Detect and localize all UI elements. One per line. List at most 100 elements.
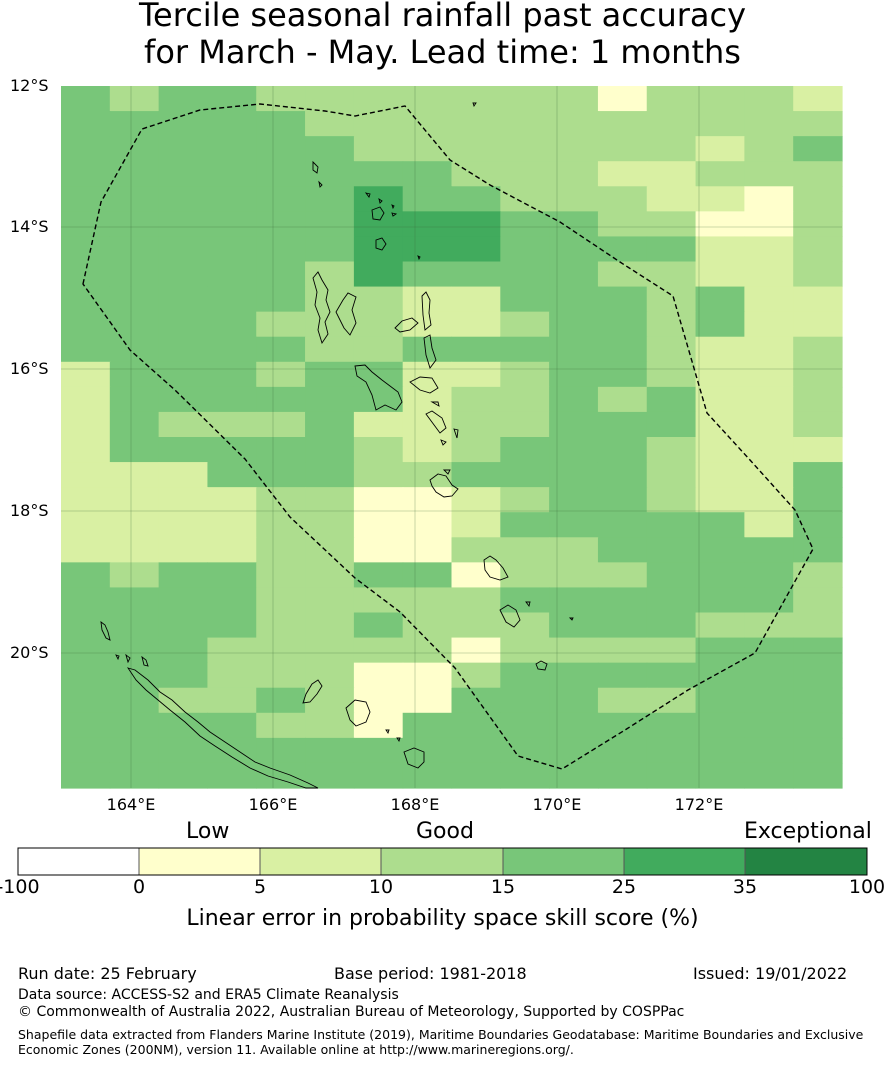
grid-cell bbox=[451, 612, 501, 639]
grid-cell bbox=[256, 762, 306, 789]
grid-cell bbox=[158, 462, 209, 488]
grid-cell bbox=[61, 136, 111, 162]
grid-cell bbox=[549, 111, 599, 137]
island bbox=[375, 237, 387, 251]
island bbox=[345, 699, 371, 727]
grid-cell bbox=[549, 762, 599, 789]
grid-cell bbox=[744, 136, 794, 162]
grid-cell bbox=[256, 437, 306, 463]
new-caledonia-outline bbox=[100, 621, 425, 789]
grid-cell bbox=[402, 762, 453, 789]
grid-cell bbox=[305, 161, 355, 187]
grid-cell bbox=[61, 562, 111, 589]
grid-cell bbox=[158, 562, 209, 589]
grid-cell bbox=[549, 562, 599, 589]
grid-cell bbox=[549, 612, 599, 639]
grid-cell bbox=[549, 662, 599, 689]
grid-cell bbox=[61, 637, 111, 664]
grid-cell bbox=[597, 712, 648, 739]
grid-cell bbox=[353, 487, 404, 513]
grid-cell bbox=[305, 737, 355, 764]
grid-cell bbox=[695, 236, 745, 263]
island bbox=[403, 747, 425, 769]
grid-cell bbox=[353, 286, 404, 313]
grid-cell bbox=[646, 637, 697, 664]
grid-cell bbox=[61, 687, 111, 714]
grid-cell bbox=[109, 437, 160, 463]
grid-cell bbox=[256, 537, 306, 563]
grid-cell bbox=[500, 111, 550, 137]
grid-cell bbox=[646, 361, 697, 388]
colorbar-tick: 15 bbox=[490, 876, 516, 898]
grid-cell bbox=[646, 612, 697, 639]
grid-cell bbox=[109, 261, 160, 288]
lat-label-20s: 20°S bbox=[10, 643, 49, 662]
grid-cell bbox=[597, 361, 648, 388]
grid-cell bbox=[695, 687, 745, 714]
grid-cell bbox=[744, 386, 794, 413]
island bbox=[385, 729, 390, 735]
grid-cell bbox=[793, 662, 843, 689]
run-date: Run date: 25 February bbox=[18, 964, 197, 983]
grid-cell bbox=[500, 211, 550, 238]
grid-cell bbox=[402, 637, 453, 664]
grid-cell bbox=[305, 537, 355, 563]
grid-cell bbox=[353, 687, 404, 714]
grid-cell bbox=[158, 737, 209, 764]
colorbar-segment bbox=[503, 848, 624, 875]
grid-cell bbox=[793, 512, 843, 538]
grid-cell bbox=[597, 261, 648, 288]
grid-cell bbox=[646, 662, 697, 689]
grid-cell bbox=[207, 562, 257, 589]
grid-cell bbox=[305, 762, 355, 789]
island bbox=[430, 401, 440, 407]
grid-cell bbox=[500, 537, 550, 563]
grid-cell bbox=[500, 361, 550, 388]
grid-cell bbox=[61, 111, 111, 137]
grid-cell bbox=[793, 411, 843, 438]
shapefile-credit-line-2: Economic Zones (200NM), version 11. Avai… bbox=[18, 1042, 574, 1057]
grid-cell bbox=[744, 361, 794, 388]
grid-cell bbox=[500, 336, 550, 363]
grid-cell bbox=[207, 662, 257, 689]
grid-cell bbox=[451, 211, 501, 238]
lat-label-14s: 14°S bbox=[10, 217, 49, 236]
grid-cell bbox=[305, 186, 355, 212]
grid-cell bbox=[61, 537, 111, 563]
grid-cell bbox=[305, 286, 355, 313]
colorbar-tick: 100 bbox=[848, 876, 885, 898]
island bbox=[483, 555, 509, 581]
grid-cell bbox=[451, 737, 501, 764]
grid-cell bbox=[402, 562, 453, 589]
grid-cell bbox=[695, 411, 745, 438]
grid-cell bbox=[695, 512, 745, 538]
grid-cell bbox=[109, 111, 160, 137]
grid-cell bbox=[646, 587, 697, 614]
grid-cell bbox=[256, 487, 306, 513]
grid-cell bbox=[500, 487, 550, 513]
grid-cell bbox=[451, 762, 501, 789]
grid-cell bbox=[451, 186, 501, 212]
grid-cell bbox=[207, 186, 257, 212]
grid-cell bbox=[256, 386, 306, 413]
grid-cell bbox=[695, 437, 745, 463]
grid-cell bbox=[207, 286, 257, 313]
grid-cell bbox=[646, 687, 697, 714]
island bbox=[391, 212, 398, 217]
grid-cell bbox=[597, 286, 648, 313]
grid-cell bbox=[451, 136, 501, 162]
grid-cell bbox=[207, 236, 257, 263]
island-outlines bbox=[312, 102, 574, 671]
grid-cell bbox=[305, 111, 355, 137]
island bbox=[312, 160, 319, 174]
grid-cell bbox=[256, 612, 306, 639]
grid-cell bbox=[646, 186, 697, 212]
grid-cell bbox=[109, 361, 160, 388]
grid-cell bbox=[353, 462, 404, 488]
grid-cell bbox=[109, 86, 160, 112]
grid-cell bbox=[61, 762, 111, 789]
grid-cell bbox=[207, 311, 257, 338]
grid-cell bbox=[61, 386, 111, 413]
grid-cell bbox=[646, 537, 697, 563]
grid-cell bbox=[353, 762, 404, 789]
